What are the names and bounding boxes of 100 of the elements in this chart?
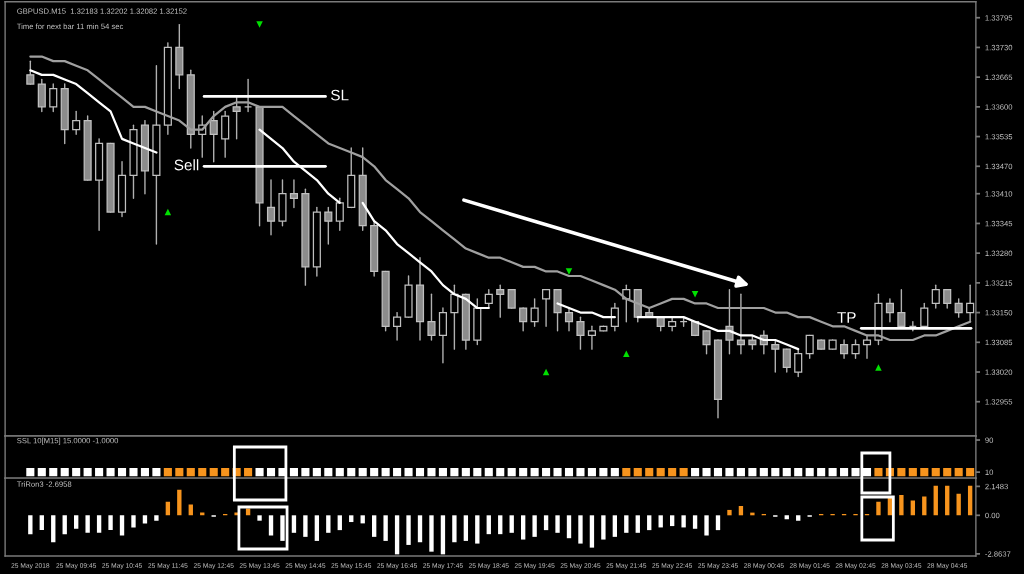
candlestick — [266, 179, 276, 236]
annotation: Sell — [174, 159, 199, 171]
candlestick — [943, 289, 952, 309]
candlestick — [954, 298, 963, 318]
candlestick — [484, 289, 493, 309]
bar — [119, 515, 125, 536]
bar — [715, 515, 721, 531]
candlestick — [610, 302, 619, 332]
bar — [681, 515, 686, 528]
candlestick — [885, 298, 894, 323]
candlestick — [49, 83, 58, 113]
bar — [303, 515, 308, 537]
bar — [51, 515, 56, 543]
bar — [555, 515, 560, 533]
bar — [177, 489, 182, 516]
bar — [601, 515, 606, 540]
bar — [669, 515, 675, 527]
candlestick — [840, 339, 849, 359]
candlestick — [72, 110, 81, 135]
bar — [612, 515, 618, 537]
candlestick — [427, 293, 436, 341]
candlestick — [209, 110, 218, 163]
bar — [349, 515, 354, 523]
candlestick — [450, 284, 459, 350]
bar — [692, 515, 698, 529]
bar — [108, 515, 113, 531]
candlestick — [862, 334, 872, 359]
candlestick — [553, 289, 562, 332]
bar — [658, 515, 663, 528]
bar — [498, 515, 503, 535]
bar — [394, 515, 400, 555]
candlestick — [771, 339, 780, 373]
bar — [509, 515, 514, 533]
bar — [876, 501, 881, 516]
candlestick — [725, 289, 734, 355]
candlestick — [324, 206, 333, 245]
bar — [910, 500, 916, 516]
bar — [142, 515, 148, 524]
candlestick — [542, 289, 551, 327]
bar — [486, 515, 491, 535]
candlestick — [564, 307, 574, 332]
annotation: SL — [331, 89, 349, 101]
bar — [360, 515, 365, 524]
candlestick — [897, 289, 906, 327]
bar — [463, 515, 469, 541]
candlestick — [782, 348, 791, 373]
bar — [899, 495, 904, 516]
bar — [429, 515, 434, 552]
bar — [383, 515, 388, 541]
bar — [154, 515, 159, 521]
bar — [624, 515, 629, 533]
point — [691, 291, 699, 298]
bar — [532, 515, 537, 537]
bar — [74, 515, 79, 529]
point — [875, 364, 882, 371]
bar — [945, 485, 950, 516]
bar — [647, 515, 652, 531]
candlestick — [576, 316, 585, 350]
candlestick — [702, 330, 711, 355]
bar — [96, 515, 102, 533]
bar — [337, 515, 342, 531]
bar — [28, 515, 33, 535]
annotation: TP — [837, 312, 856, 323]
bar — [566, 515, 572, 539]
candlestick — [507, 289, 516, 309]
bar — [62, 515, 67, 535]
candlestick — [496, 284, 505, 318]
candlestick — [335, 197, 344, 231]
candlestick — [587, 325, 596, 350]
candlestick — [438, 307, 447, 364]
candlestick — [736, 293, 745, 355]
point — [256, 21, 263, 28]
bar — [543, 515, 549, 531]
bar — [280, 515, 285, 541]
candlestick — [26, 60, 35, 85]
bar — [85, 515, 90, 533]
candlestick — [393, 311, 402, 341]
bar — [922, 496, 927, 516]
point — [565, 268, 573, 275]
bar — [257, 515, 262, 521]
bar — [967, 485, 973, 516]
bar — [39, 515, 44, 531]
bar — [704, 515, 709, 536]
bar — [520, 515, 526, 540]
line-series — [29, 55, 972, 342]
bar — [796, 515, 801, 521]
bar — [635, 515, 640, 533]
candlestick — [931, 284, 940, 309]
candlestick — [37, 78, 46, 113]
bar — [933, 485, 938, 516]
candlestick — [794, 348, 803, 378]
bar — [727, 509, 732, 516]
bar — [578, 515, 583, 544]
bar — [314, 515, 320, 541]
bar — [268, 515, 274, 536]
bar — [291, 515, 297, 533]
point — [623, 350, 630, 357]
candlestick — [289, 179, 299, 209]
bar — [417, 515, 423, 543]
candlestick — [232, 97, 241, 140]
